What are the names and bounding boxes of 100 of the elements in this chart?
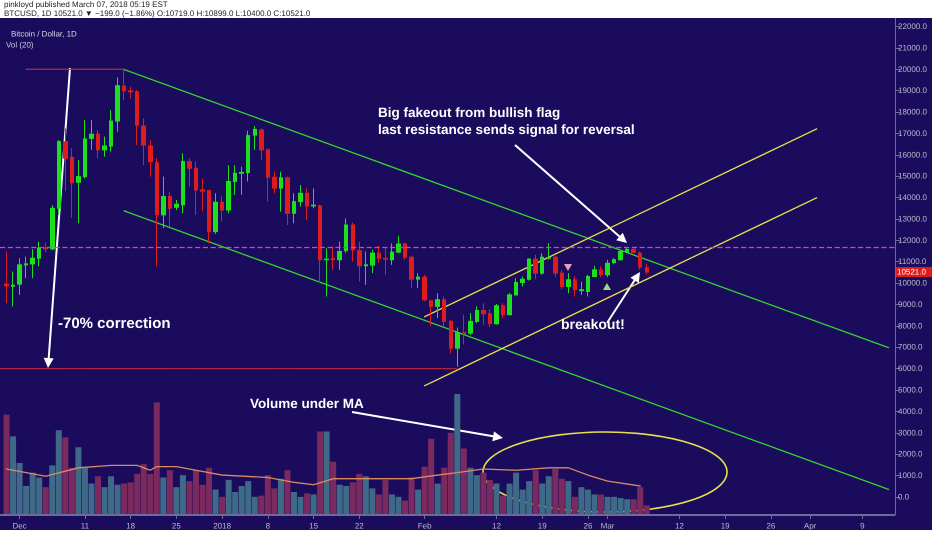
x-tick-label: 12 — [674, 522, 684, 530]
candlestick — [618, 249, 623, 261]
annotation: Big fakeout from bullish flag last resistance sends signal for reversal — [378, 104, 635, 137]
x-tick-label: Feb — [418, 522, 432, 530]
candlestick — [200, 178, 205, 212]
text: Bitcoin / Dollar, 1D — [11, 30, 78, 38]
y-tick-label: 3000.0 — [898, 428, 924, 438]
y-tick-label: 6000.0 — [898, 364, 924, 374]
x-tick-label: 8 — [266, 522, 271, 530]
candlestick — [266, 148, 270, 202]
y-tick-label: 0.0 — [898, 492, 910, 502]
candlestick — [194, 161, 198, 216]
candlestick — [357, 241, 362, 282]
candlestick — [344, 218, 348, 254]
x-tick-label: 25 — [172, 522, 182, 530]
candlestick — [560, 269, 564, 290]
x-tick-label: 15 — [309, 522, 319, 530]
candlestick — [527, 258, 531, 282]
candlestick — [226, 164, 231, 214]
bar — [454, 394, 460, 515]
candlestick — [24, 256, 28, 279]
bar — [4, 414, 10, 515]
candlestick — [573, 276, 577, 297]
candlestick — [520, 276, 525, 288]
text: BTCUSD, 1D 10521.0 ▼ −199.0 (−1.86%) O:10719.0 H:10899.0 L:10400.0 C:10521.0 — [4, 9, 310, 18]
bar — [500, 496, 506, 515]
y-tick-label: 20000.0 — [898, 64, 928, 74]
candlestick — [285, 176, 290, 226]
candlestick — [318, 204, 322, 284]
candlestick — [488, 308, 492, 328]
candlestick — [547, 242, 551, 260]
x-tick-label: 11 — [80, 522, 90, 530]
y-tick-label: 21000.0 — [898, 43, 928, 52]
candlestick — [540, 252, 544, 276]
candlestick — [586, 274, 590, 297]
candlestick — [246, 130, 250, 182]
y-tick-label: 13000.0 — [898, 214, 928, 224]
y-tick-label: 1000.0 — [898, 471, 924, 480]
candlestick — [625, 248, 629, 254]
candlestick — [553, 255, 558, 278]
candlestick — [253, 125, 257, 150]
x-tick-label: Dec — [12, 522, 27, 530]
candlestick — [109, 110, 113, 152]
candlestick — [76, 159, 81, 224]
candlestick — [239, 166, 244, 196]
candlestick — [370, 249, 375, 274]
candlestick — [337, 241, 342, 270]
candlestick — [481, 302, 486, 326]
text: 10521.0 — [897, 268, 926, 276]
candlestick — [292, 192, 296, 224]
candlestick — [435, 292, 440, 319]
y-tick-label: 4000.0 — [898, 406, 924, 416]
candlestick — [638, 250, 642, 270]
bar — [160, 477, 166, 515]
bar — [572, 496, 578, 515]
annotation: Volume under MA — [250, 396, 364, 411]
candlestick — [187, 158, 192, 188]
candlestick — [141, 118, 146, 166]
bar — [330, 462, 336, 515]
candlestick — [181, 152, 185, 214]
x-tick-label: 22 — [354, 522, 364, 530]
candlestick — [612, 258, 616, 264]
bar — [598, 494, 604, 515]
candlestick — [429, 299, 433, 326]
y-tick-label: 19000.0 — [898, 86, 928, 96]
candlestick — [311, 188, 316, 209]
candlestick — [533, 254, 538, 280]
candlestick — [566, 272, 571, 294]
candlestick — [396, 235, 401, 254]
candlestick — [220, 196, 224, 222]
candlestick — [4, 250, 9, 304]
candlestick — [213, 192, 218, 234]
candlestick — [645, 263, 649, 276]
candlestick — [128, 86, 133, 99]
bar — [284, 470, 290, 515]
candlestick — [377, 245, 381, 264]
candlestick — [50, 204, 55, 250]
bar — [317, 432, 324, 515]
candlestick — [442, 296, 446, 327]
bar — [166, 470, 173, 515]
candlestick — [70, 148, 74, 218]
candlestick — [279, 171, 283, 212]
x-tick-label: 12 — [492, 522, 502, 530]
candlestick — [403, 242, 407, 260]
y-tick-label: 7000.0 — [898, 342, 924, 352]
bar — [324, 432, 330, 515]
y-tick-label: 22000.0 — [898, 22, 928, 32]
bar — [94, 476, 101, 515]
x-tick-label: Mar — [600, 522, 615, 530]
candlestick — [57, 140, 61, 216]
candlestick — [468, 312, 473, 336]
candlestick — [37, 241, 41, 267]
y-tick-label: 9000.0 — [898, 300, 924, 309]
candlestick — [102, 136, 107, 158]
bar — [434, 484, 441, 515]
candlestick — [207, 189, 211, 244]
y-tick-label: 18000.0 — [898, 108, 928, 117]
x-tick-label: 19 — [720, 522, 730, 530]
candlestick — [148, 140, 153, 178]
candlestick — [579, 281, 584, 296]
